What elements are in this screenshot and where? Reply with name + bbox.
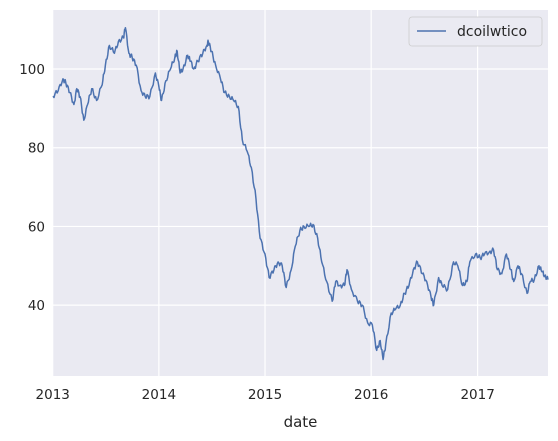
y-tick-label: 80 xyxy=(28,141,45,157)
y-tick-label: 40 xyxy=(28,298,45,314)
x-tick-label: 2013 xyxy=(36,387,70,403)
legend: dcoilwtico xyxy=(408,16,543,47)
x-axis-title: date xyxy=(284,413,318,431)
y-tick-label: 100 xyxy=(19,62,45,78)
x-tick-label: 2017 xyxy=(460,387,494,403)
legend-box xyxy=(408,16,543,47)
x-tick-label: 2015 xyxy=(248,387,282,403)
x-tick-label: 2014 xyxy=(142,387,176,403)
y-axis-ticks: 40 60 80 100 xyxy=(19,62,45,314)
y-tick-label: 60 xyxy=(28,219,45,235)
x-tick-label: 2016 xyxy=(354,387,388,403)
grid-lines xyxy=(52,10,548,376)
plot-area xyxy=(53,10,548,376)
legend-label: dcoilwtico xyxy=(457,24,527,40)
x-axis-ticks: 2013 2014 2015 2016 2017 xyxy=(36,387,495,403)
series-line-dcoilwtico xyxy=(52,26,549,361)
